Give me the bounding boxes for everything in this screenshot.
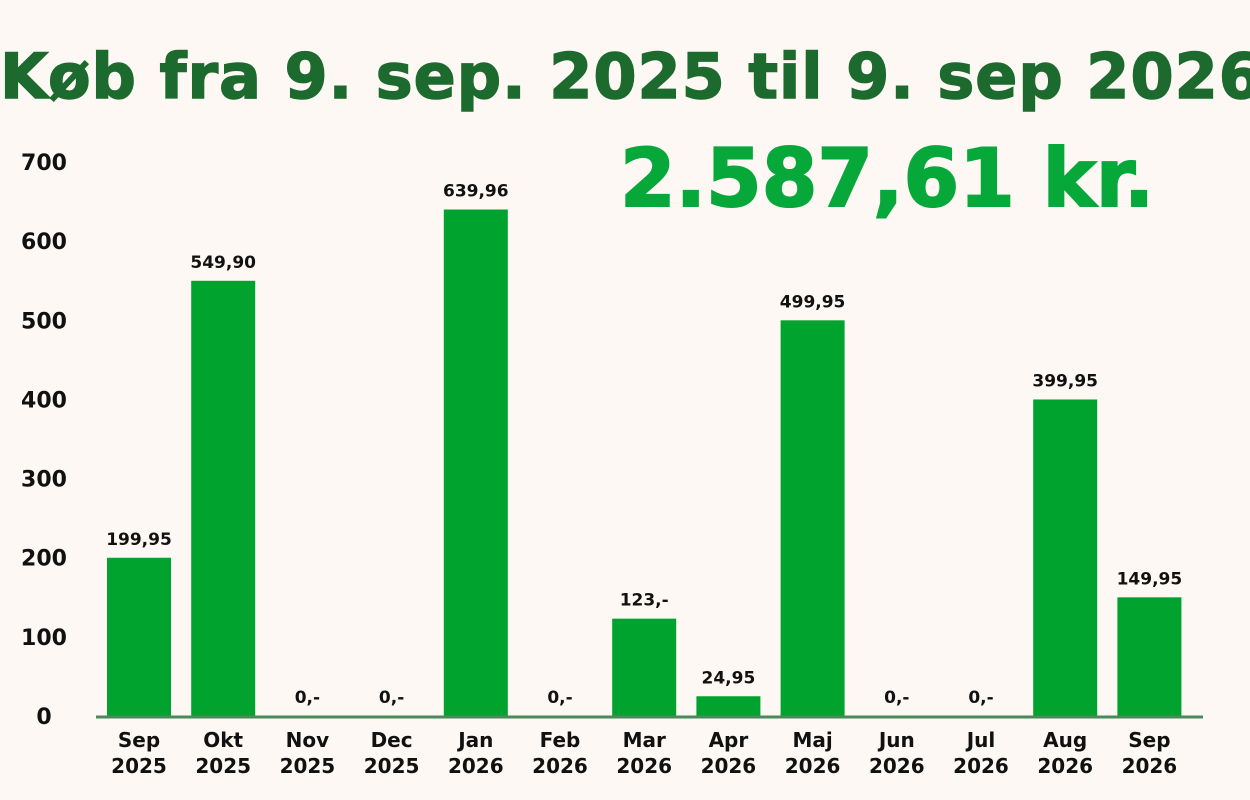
chart-title: Køb fra 9. sep. 2025 til 9. sep 2026 xyxy=(0,39,1250,114)
x-tick-month: Feb xyxy=(540,728,581,752)
data-label: 0,- xyxy=(884,688,909,708)
x-tick-month: Apr xyxy=(709,728,749,752)
data-label: 24,95 xyxy=(702,668,756,688)
y-tick-label: 300 xyxy=(21,468,67,493)
x-tick-month: Jun xyxy=(877,728,915,752)
x-tick-year: 2026 xyxy=(701,754,757,778)
x-tick-label: Jun 2026 xyxy=(869,728,925,778)
x-tick-month: Sep xyxy=(1128,728,1170,752)
x-tick-label: Dec 2025 xyxy=(364,728,420,778)
x-tick-year: 2025 xyxy=(111,754,167,778)
x-tick-month: Okt xyxy=(203,728,243,752)
bar xyxy=(1117,597,1182,716)
x-tick-year: 2026 xyxy=(448,754,504,778)
y-axis: 0 100 200 300 400 500 600 700 xyxy=(21,151,67,730)
x-tick-month: Nov xyxy=(286,728,330,752)
data-label: 0,- xyxy=(295,688,320,708)
x-tick-year: 2026 xyxy=(532,754,588,778)
y-tick-label: 400 xyxy=(21,388,67,413)
bar xyxy=(191,280,256,716)
x-tick-label: Aug 2026 xyxy=(1037,728,1093,778)
bar xyxy=(1033,399,1098,716)
x-tick-label: Sep 2026 xyxy=(1122,728,1178,778)
x-tick-year: 2025 xyxy=(280,754,336,778)
x-tick-label: Okt 2025 xyxy=(195,728,251,778)
x-tick-year: 2026 xyxy=(616,754,672,778)
x-tick-year: 2026 xyxy=(869,754,925,778)
x-tick-year: 2026 xyxy=(1037,754,1093,778)
x-tick-label: Mar 2026 xyxy=(616,728,672,778)
data-label: 0,- xyxy=(968,688,993,708)
data-label: 639,96 xyxy=(443,182,509,202)
data-label: 0,- xyxy=(547,688,572,708)
bar xyxy=(780,320,845,716)
data-label: 399,95 xyxy=(1032,371,1098,391)
y-tick-label: 700 xyxy=(21,151,67,176)
x-tick-label: Sep 2025 xyxy=(111,728,167,778)
y-tick-label: 500 xyxy=(21,309,67,334)
data-label: 149,95 xyxy=(1117,569,1183,589)
total-amount: 2.587,61 kr. xyxy=(619,131,1155,226)
data-label: 499,95 xyxy=(780,292,846,312)
data-label: 549,90 xyxy=(190,253,256,273)
y-tick-label: 0 xyxy=(36,705,51,730)
x-tick-year: 2026 xyxy=(1122,754,1178,778)
bar xyxy=(696,696,761,716)
x-tick-year: 2025 xyxy=(364,754,420,778)
y-tick-label: 100 xyxy=(21,626,67,651)
bar xyxy=(612,618,677,716)
x-tick-month: Jan xyxy=(456,728,493,752)
data-label: 0,- xyxy=(379,688,404,708)
x-tick-year: 2026 xyxy=(785,754,841,778)
x-tick-month: Sep xyxy=(118,728,160,752)
x-tick-label: Nov 2025 xyxy=(280,728,336,778)
x-tick-month: Maj xyxy=(792,728,832,752)
data-label: 199,95 xyxy=(106,530,172,550)
data-label: 123,- xyxy=(620,591,669,611)
x-tick-year: 2026 xyxy=(953,754,1009,778)
x-tick-month: Mar xyxy=(623,728,666,752)
x-tick-label: Jul 2026 xyxy=(953,728,1009,778)
y-tick-label: 200 xyxy=(21,547,67,572)
x-tick-label: Maj 2026 xyxy=(785,728,841,778)
x-tick-year: 2025 xyxy=(195,754,251,778)
y-tick-label: 600 xyxy=(21,230,67,255)
x-tick-month: Dec xyxy=(371,728,413,752)
bars-group: 199,95 549,90 0,- 0,- 639,96 0,- 123,- 24,95 499… xyxy=(106,182,1182,716)
x-tick-label: Jan 2026 xyxy=(448,728,504,778)
bar xyxy=(107,557,171,716)
x-tick-month: Aug xyxy=(1043,728,1087,752)
bar xyxy=(443,209,508,716)
x-tick-month: Jul xyxy=(965,728,996,752)
x-tick-label: Feb 2026 xyxy=(532,728,588,778)
x-tick-label: Apr 2026 xyxy=(701,728,757,778)
